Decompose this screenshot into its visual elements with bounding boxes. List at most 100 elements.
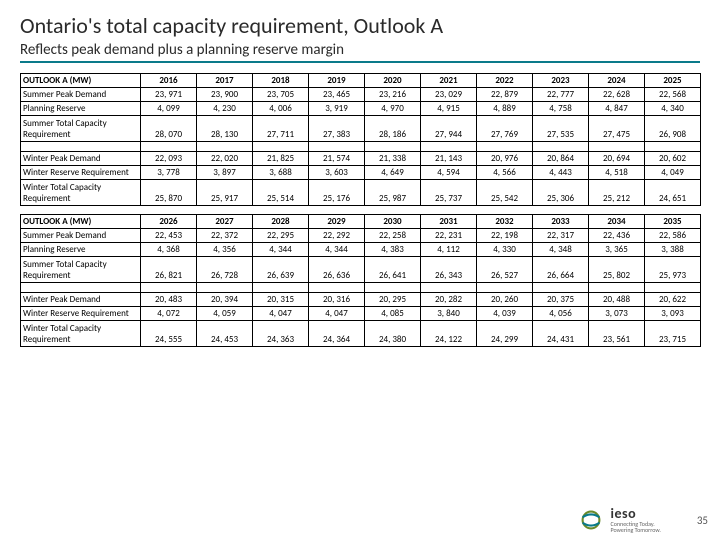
cell: 4, 047 bbox=[309, 307, 365, 321]
cell: 28, 186 bbox=[365, 116, 421, 142]
cell: 27, 711 bbox=[253, 116, 309, 142]
cell: 22, 568 bbox=[645, 88, 701, 102]
cell: 4, 049 bbox=[645, 166, 701, 180]
cell: 4, 344 bbox=[253, 243, 309, 257]
cell: 4, 047 bbox=[253, 307, 309, 321]
cell: 27, 383 bbox=[309, 116, 365, 142]
row-label: Winter Peak Demand bbox=[21, 293, 141, 307]
cell: 4, 758 bbox=[533, 102, 589, 116]
row-label: OUTLOOK A (MW) bbox=[21, 215, 141, 229]
cell: 4, 230 bbox=[197, 102, 253, 116]
cell: 4, 112 bbox=[421, 243, 477, 257]
cell: 22, 231 bbox=[421, 229, 477, 243]
cell: 3, 897 bbox=[197, 166, 253, 180]
cell: 2023 bbox=[533, 74, 589, 88]
cell: 20, 394 bbox=[197, 293, 253, 307]
cell: 25, 917 bbox=[197, 180, 253, 206]
cell: 23, 971 bbox=[141, 88, 197, 102]
cell: 26, 821 bbox=[141, 257, 197, 283]
cell: 4, 099 bbox=[141, 102, 197, 116]
cell: 2018 bbox=[253, 74, 309, 88]
cell: 20, 976 bbox=[477, 152, 533, 166]
cell: 23, 561 bbox=[589, 321, 645, 347]
cell: 22, 777 bbox=[533, 88, 589, 102]
cell: 21, 143 bbox=[421, 152, 477, 166]
cell: 22, 258 bbox=[365, 229, 421, 243]
cell: 24, 380 bbox=[365, 321, 421, 347]
cell: 4, 847 bbox=[589, 102, 645, 116]
cell: 25, 176 bbox=[309, 180, 365, 206]
cell: 22, 453 bbox=[141, 229, 197, 243]
cell: 4, 356 bbox=[197, 243, 253, 257]
cell: 2034 bbox=[589, 215, 645, 229]
cell: 23, 705 bbox=[253, 88, 309, 102]
cell: 24, 651 bbox=[645, 180, 701, 206]
cell: 4, 085 bbox=[365, 307, 421, 321]
cell: 20, 864 bbox=[533, 152, 589, 166]
cell: 4, 566 bbox=[477, 166, 533, 180]
cell: 25, 306 bbox=[533, 180, 589, 206]
cell: 24, 363 bbox=[253, 321, 309, 347]
row-label: Summer Total Capacity Requirement bbox=[21, 257, 141, 283]
cell: 2024 bbox=[589, 74, 645, 88]
cell: 20, 483 bbox=[141, 293, 197, 307]
cell: 25, 802 bbox=[589, 257, 645, 283]
row-label: Winter Total Capacity Requirement bbox=[21, 180, 141, 206]
cell: 21, 825 bbox=[253, 152, 309, 166]
cell: 24, 431 bbox=[533, 321, 589, 347]
cell: 26, 636 bbox=[309, 257, 365, 283]
cell: 24, 364 bbox=[309, 321, 365, 347]
cell: 21, 574 bbox=[309, 152, 365, 166]
cell: 3, 919 bbox=[309, 102, 365, 116]
cell: 4, 649 bbox=[365, 166, 421, 180]
cell: 2025 bbox=[645, 74, 701, 88]
row-label: OUTLOOK A (MW) bbox=[21, 74, 141, 88]
cell: 2027 bbox=[197, 215, 253, 229]
cell: 24, 122 bbox=[421, 321, 477, 347]
cell: 28, 070 bbox=[141, 116, 197, 142]
page-title: Ontario's total capacity requirement, Ou… bbox=[20, 12, 700, 39]
cell: 20, 260 bbox=[477, 293, 533, 307]
cell: 23, 216 bbox=[365, 88, 421, 102]
cell: 20, 602 bbox=[645, 152, 701, 166]
row-label: Summer Total Capacity Requirement bbox=[21, 116, 141, 142]
cell: 2022 bbox=[477, 74, 533, 88]
cell: 28, 130 bbox=[197, 116, 253, 142]
cell: 3, 603 bbox=[309, 166, 365, 180]
cell: 27, 475 bbox=[589, 116, 645, 142]
cell: 26, 728 bbox=[197, 257, 253, 283]
cell: 3, 073 bbox=[589, 307, 645, 321]
cell: 4, 072 bbox=[141, 307, 197, 321]
row-label: Summer Peak Demand bbox=[21, 229, 141, 243]
cell: 2029 bbox=[309, 215, 365, 229]
row-label: Winter Reserve Requirement bbox=[21, 307, 141, 321]
cell: 25, 973 bbox=[645, 257, 701, 283]
cell: 22, 198 bbox=[477, 229, 533, 243]
row-label: Summer Peak Demand bbox=[21, 88, 141, 102]
cell: 2028 bbox=[253, 215, 309, 229]
cell: 22, 586 bbox=[645, 229, 701, 243]
cell: 4, 330 bbox=[477, 243, 533, 257]
cell: 24, 453 bbox=[197, 321, 253, 347]
cell: 2032 bbox=[477, 215, 533, 229]
cell: 27, 769 bbox=[477, 116, 533, 142]
cell: 21, 338 bbox=[365, 152, 421, 166]
cell: 25, 514 bbox=[253, 180, 309, 206]
accent-divider bbox=[20, 61, 700, 63]
cell: 25, 212 bbox=[589, 180, 645, 206]
brand-block: ieso Connecting Today. Powering Tomorrow… bbox=[611, 507, 661, 533]
cell: 3, 093 bbox=[645, 307, 701, 321]
cell: 23, 900 bbox=[197, 88, 253, 102]
cell: 25, 870 bbox=[141, 180, 197, 206]
cell: 22, 879 bbox=[477, 88, 533, 102]
cell: 27, 944 bbox=[421, 116, 477, 142]
cell: 2031 bbox=[421, 215, 477, 229]
cell: 26, 343 bbox=[421, 257, 477, 283]
cell: 4, 383 bbox=[365, 243, 421, 257]
cell: 4, 006 bbox=[253, 102, 309, 116]
row-label: Planning Reserve bbox=[21, 243, 141, 257]
cell: 3, 388 bbox=[645, 243, 701, 257]
data-table: OUTLOOK A (MW)20162017201820192020202120… bbox=[20, 73, 701, 206]
page-subtitle: Reflects peak demand plus a planning res… bbox=[20, 41, 700, 59]
cell: 4, 594 bbox=[421, 166, 477, 180]
